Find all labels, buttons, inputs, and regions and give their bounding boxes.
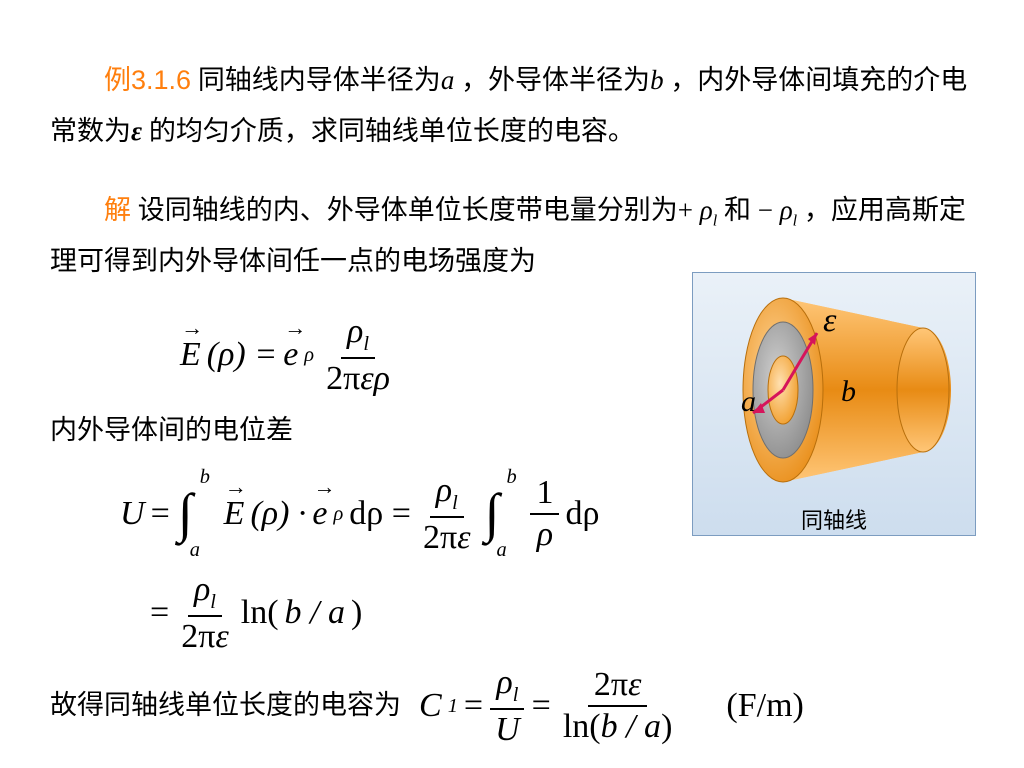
fig-b-label: b — [841, 375, 856, 408]
equation-C1: C1 = ρl U = 2πε ln(b / a) — [419, 665, 678, 748]
coaxial-figure: ε a b 同轴线 — [692, 272, 976, 536]
eq3-ba: b / a — [285, 581, 345, 646]
var-a: a — [441, 65, 455, 95]
eq3-eq: = — [150, 581, 169, 646]
vec-E2: E — [224, 482, 245, 547]
vec-E: E — [180, 323, 201, 388]
eq2-drho2: dρ — [565, 482, 599, 547]
vec-e-rho: e — [283, 323, 298, 388]
eq3-ln: ln( — [241, 581, 279, 646]
plus-rho: + ρl — [678, 195, 717, 225]
problem-text-2: ，外导体半径为 — [454, 65, 650, 95]
final-label: 故得同轴线单位长度的电容为 — [50, 680, 401, 731]
eq3-close: ) — [351, 581, 362, 646]
fig-eps-label: ε — [823, 302, 837, 339]
example-label: 例3.1.6 — [104, 65, 191, 95]
eq2-U: U — [120, 482, 145, 547]
final-line: 故得同轴线单位长度的电容为 C1 = ρl U = 2πε ln(b / a) … — [50, 665, 984, 748]
unit-Fm: (F/m) — [726, 674, 803, 739]
vec-e-rho2: e — [312, 482, 327, 547]
integral-symbol-2: ∫ a b — [483, 462, 502, 565]
problem-text-1: 同轴线内导体半径为 — [191, 65, 441, 95]
coaxial-svg: ε a b — [693, 273, 975, 501]
problem-paragraph: 例3.1.6 同轴线内导体半径为a ，外导体半径为b ，内外导体间填充的介电常数… — [50, 55, 984, 158]
eq2-Eexpr: (ρ) · — [250, 482, 306, 547]
sol-text-1: 设同轴线的内、外导体单位长度带电量分别为 — [131, 195, 678, 225]
equation-U-result: = ρl 2πε ln(b / a) — [150, 572, 984, 655]
var-b: b — [650, 65, 664, 95]
sol-text-1b: 和 — [717, 195, 758, 225]
fig-a-label: a — [741, 385, 756, 418]
eq2-eq: = — [151, 482, 170, 547]
eq2-drho: dρ = — [349, 482, 411, 547]
frac3: ρl 2πε — [175, 572, 235, 655]
var-eps: ε — [131, 116, 142, 146]
figure-caption: 同轴线 — [693, 503, 975, 535]
problem-text-4: 的均匀介质，求同轴线单位长度的电容。 — [142, 116, 635, 146]
integral-symbol-1: ∫ a b — [176, 462, 195, 565]
solution-label: 解 — [104, 195, 131, 225]
eq1-arg: (ρ) = — [207, 323, 277, 388]
frac2: ρl 2πε — [417, 473, 477, 556]
frac-rhol-2pieps: ρl 2περ — [320, 314, 396, 397]
minus-rho: − ρl — [758, 195, 797, 225]
frac-1-rho: 1 ρ — [530, 475, 559, 552]
